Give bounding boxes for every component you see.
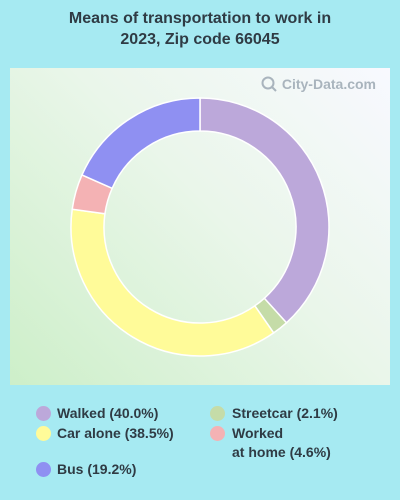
chart-title-line-2: 2023, Zip code 66045 [120,31,280,48]
donut-slice-car-alone [70,208,275,357]
donut-slice-walked [199,97,330,324]
chart-title-line-1: Means of transportation to work in [68,10,332,27]
watermark-text: City-Data.com [281,76,376,92]
watermark: City-Data.com [261,76,376,92]
donut-slice-bus [80,97,201,190]
magnifier-icon [261,76,277,92]
chart-title: Means of transportation to work in 2023,… [0,8,400,50]
